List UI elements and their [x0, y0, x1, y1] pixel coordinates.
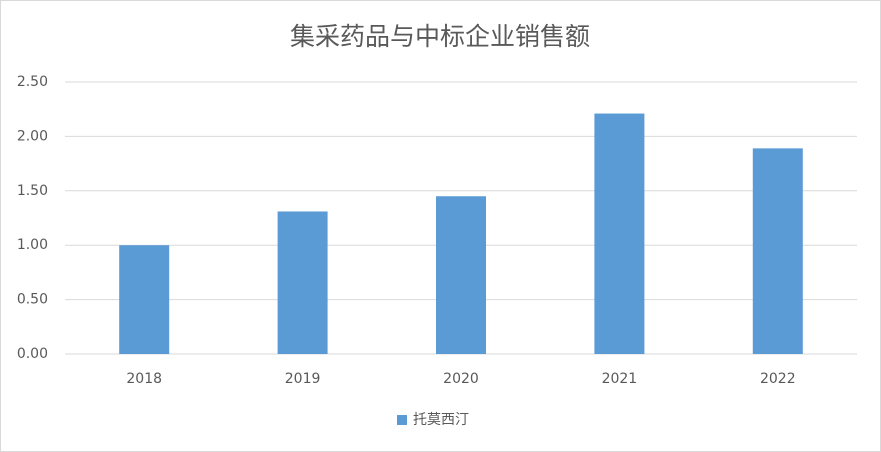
bar	[119, 245, 170, 354]
bar	[594, 113, 645, 354]
x-tick-label: 2020	[443, 371, 479, 387]
legend-label: 托莫西汀	[413, 412, 469, 428]
bar	[752, 148, 803, 354]
y-tick-label: 1.50	[17, 183, 48, 199]
x-tick-label: 2021	[602, 371, 638, 387]
bar	[436, 196, 486, 354]
y-tick-label: 0.50	[17, 292, 48, 308]
bar	[277, 211, 328, 354]
y-tick-label: 2.50	[17, 74, 48, 90]
legend-swatch	[397, 415, 407, 425]
x-tick-label: 2019	[285, 371, 321, 387]
chart-title: 集采药品与中标企业销售额	[290, 22, 590, 51]
x-tick-label: 2022	[760, 371, 796, 387]
y-tick-label: 0.00	[17, 346, 48, 362]
x-tick-label: 2018	[126, 371, 162, 387]
y-tick-label: 2.00	[17, 128, 48, 144]
y-tick-label: 1.00	[17, 237, 48, 253]
